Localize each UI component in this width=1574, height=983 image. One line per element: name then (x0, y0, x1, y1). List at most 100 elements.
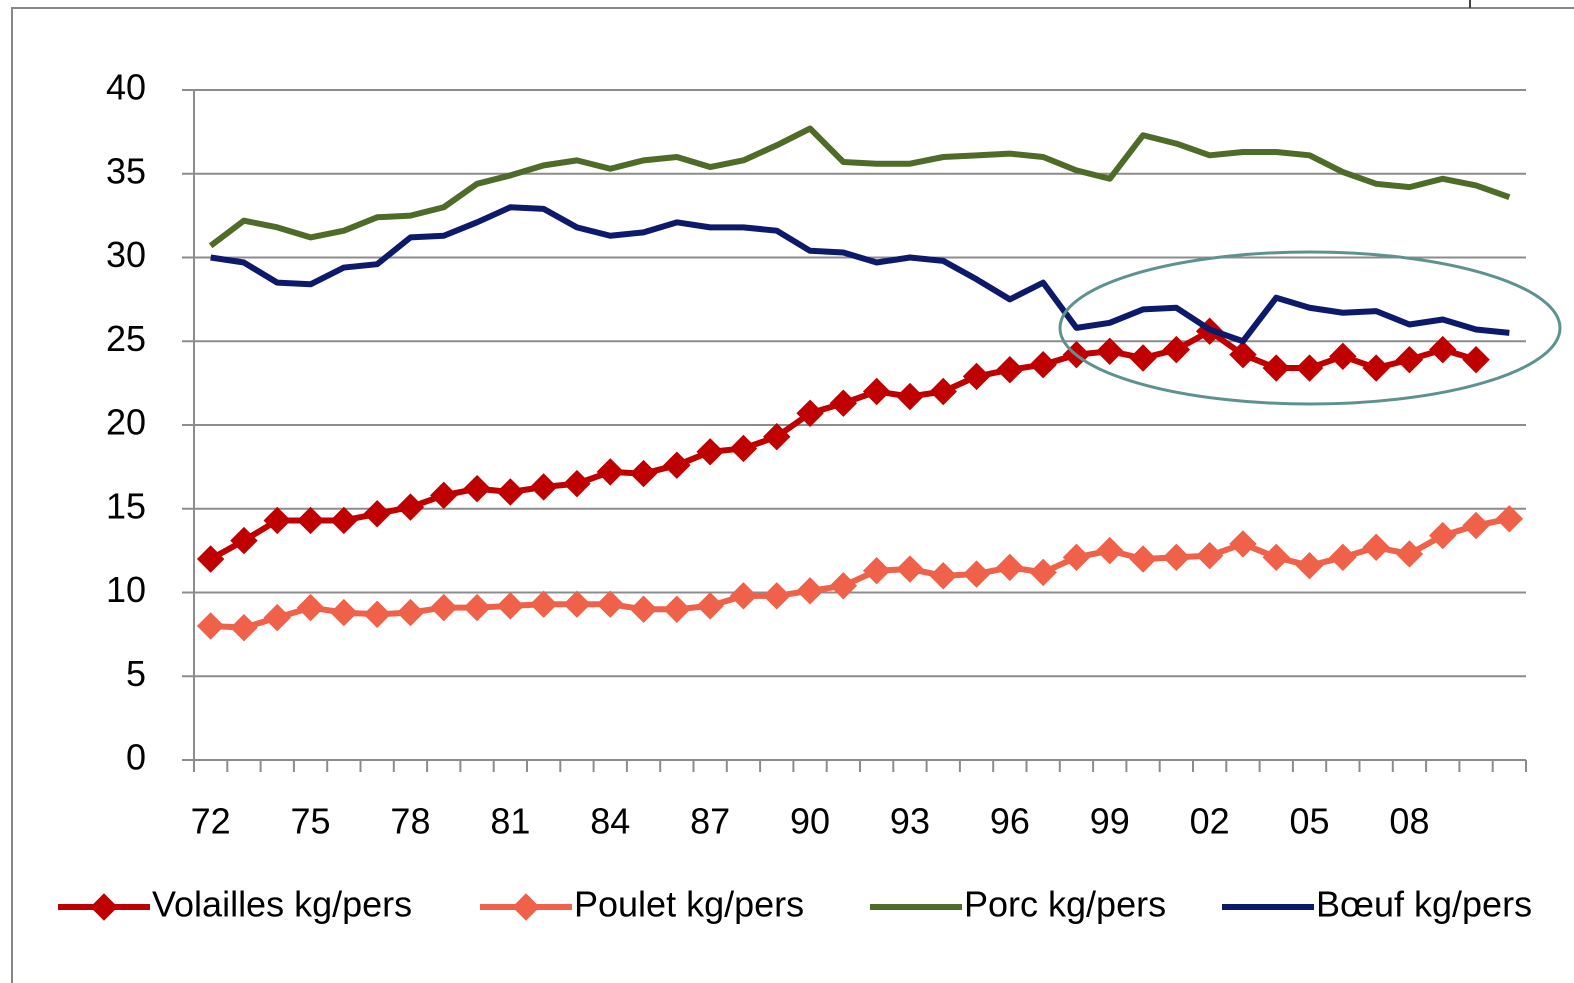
data-point (463, 593, 491, 622)
data-point (330, 598, 358, 627)
data-point (1462, 345, 1490, 374)
x-tick-label: 08 (1389, 801, 1429, 842)
data-point (1362, 354, 1390, 382)
legend-label: Porc kg/pers (964, 884, 1166, 925)
data-point (363, 600, 391, 628)
y-tick-label: 10 (106, 569, 146, 610)
data-point (862, 557, 891, 585)
data-point (1096, 337, 1124, 366)
y-tick-label: 15 (106, 485, 146, 526)
data-point (1062, 543, 1091, 572)
data-point (1129, 344, 1157, 372)
x-tick-label: 99 (1090, 801, 1130, 842)
data-point (363, 500, 391, 528)
x-tick-label: 05 (1290, 801, 1330, 842)
series-line (210, 204, 1510, 345)
data-point (396, 493, 425, 521)
x-tick-label: 72 (191, 801, 231, 842)
legend-label: Volailles kg/pers (152, 884, 412, 925)
data-point (230, 613, 258, 642)
x-tick-label: 90 (790, 801, 830, 842)
legend-label: Bœuf kg/pers (1316, 884, 1532, 925)
data-point (896, 555, 924, 583)
data-point (529, 473, 558, 501)
data-point (1229, 530, 1257, 558)
data-point (1162, 543, 1191, 572)
x-tick-label: 87 (690, 801, 730, 842)
data-point (763, 423, 791, 451)
data-point (1329, 543, 1357, 572)
data-point (296, 506, 325, 535)
data-point (1329, 342, 1357, 371)
data-point (1096, 536, 1124, 565)
data-point (529, 590, 558, 618)
data-point (1362, 533, 1390, 561)
y-tick-label: 40 (106, 67, 146, 108)
data-point (1162, 335, 1191, 364)
y-tick-label: 0 (126, 737, 146, 778)
data-point (1195, 541, 1224, 570)
highlight-ellipse (1058, 250, 1562, 406)
y-tick-label: 5 (126, 653, 146, 694)
data-point (1395, 540, 1424, 568)
data-point (596, 590, 624, 618)
x-tick-label: 81 (490, 801, 530, 842)
data-point (196, 612, 225, 640)
data-point (729, 434, 758, 463)
data-point (1429, 521, 1457, 550)
data-point (629, 595, 658, 623)
data-point (230, 526, 258, 555)
data-point (430, 593, 458, 622)
data-point (862, 377, 891, 406)
data-point (1429, 335, 1457, 364)
x-tick-label: 93 (890, 801, 930, 842)
data-point (1229, 340, 1257, 369)
data-point (1029, 558, 1057, 587)
data-point (1262, 354, 1290, 382)
data-point (1295, 354, 1324, 382)
data-point (563, 590, 591, 618)
series-layer (196, 125, 1524, 642)
data-point (296, 593, 325, 622)
data-point (896, 382, 924, 411)
data-point (996, 553, 1024, 582)
data-point (929, 377, 957, 406)
data-point (330, 506, 358, 535)
data-point (696, 438, 724, 466)
x-tick-label: 75 (291, 801, 331, 842)
data-point (1462, 511, 1490, 540)
data-point (1262, 543, 1290, 572)
data-point (263, 603, 291, 632)
x-tick-label: 84 (590, 801, 630, 842)
data-point (496, 478, 525, 506)
y-tick-label: 25 (106, 318, 146, 359)
data-point (929, 562, 957, 590)
data-point (629, 459, 658, 488)
data-point (696, 592, 724, 620)
data-point (596, 458, 624, 486)
data-point (196, 545, 225, 573)
series-line (208, 125, 1511, 249)
data-point (796, 577, 824, 605)
data-point (463, 474, 491, 503)
data-point (496, 592, 525, 620)
legend-marker (90, 893, 118, 921)
legend-label: Poulet kg/pers (574, 884, 804, 925)
data-point (962, 362, 991, 391)
series-line (210, 515, 1510, 631)
legend-marker (512, 893, 540, 921)
data-point (996, 356, 1024, 384)
y-tick-label: 30 (106, 234, 146, 275)
data-point (563, 469, 591, 498)
data-point (1495, 505, 1524, 533)
data-point (1395, 345, 1424, 374)
data-point (763, 582, 791, 610)
data-point (829, 572, 858, 600)
y-tick-label: 20 (106, 402, 146, 443)
data-point (663, 451, 691, 479)
x-tick-label: 02 (1190, 801, 1230, 842)
x-tick-label: 96 (990, 801, 1030, 842)
data-point (1129, 545, 1157, 573)
